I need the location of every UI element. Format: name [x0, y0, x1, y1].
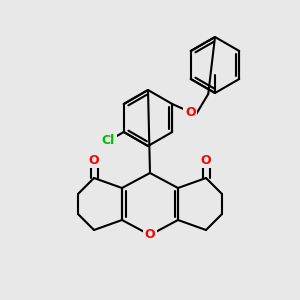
Text: O: O	[185, 106, 196, 118]
Text: O: O	[145, 229, 155, 242]
Text: Cl: Cl	[101, 134, 115, 148]
Text: O: O	[89, 154, 99, 166]
Text: O: O	[201, 154, 211, 166]
